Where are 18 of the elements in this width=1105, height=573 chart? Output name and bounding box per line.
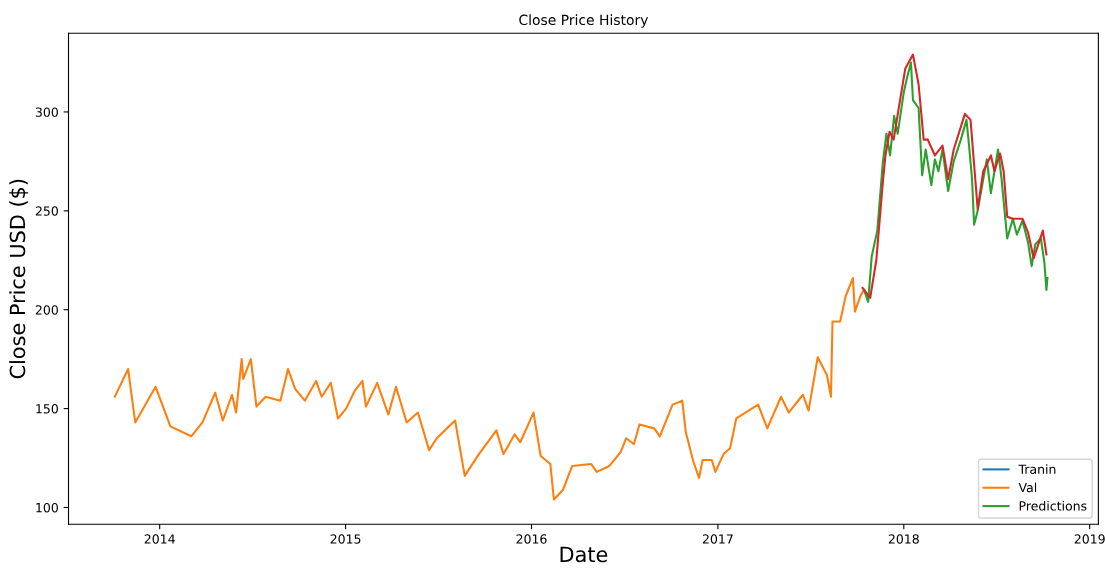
y-tick-label: 150 [36,404,58,414]
legend-label: Val [1018,482,1037,493]
legend-label: Predictions [1019,500,1087,511]
x-tick-label: 2014 [144,534,175,544]
x-tick-label: 2019 [1074,534,1105,544]
line-series [113,277,866,501]
x-tick-label: 2017 [702,534,733,544]
x-tick-label: 2016 [516,534,547,544]
x-axis-title: Date [560,546,608,563]
chart-title: Close Price History [519,14,649,28]
y-axis-title: Close Price USD ($) [9,179,29,379]
y-tick-label: 250 [35,206,58,216]
y-tick-label: 200 [35,305,58,315]
x-tick-label: 2015 [330,534,361,544]
x-tick-label: 2018 [888,534,919,544]
y-tick-label: 100 [36,502,58,513]
y-tick-label: 300 [35,107,58,117]
legend-label: Tranin [1018,464,1056,474]
